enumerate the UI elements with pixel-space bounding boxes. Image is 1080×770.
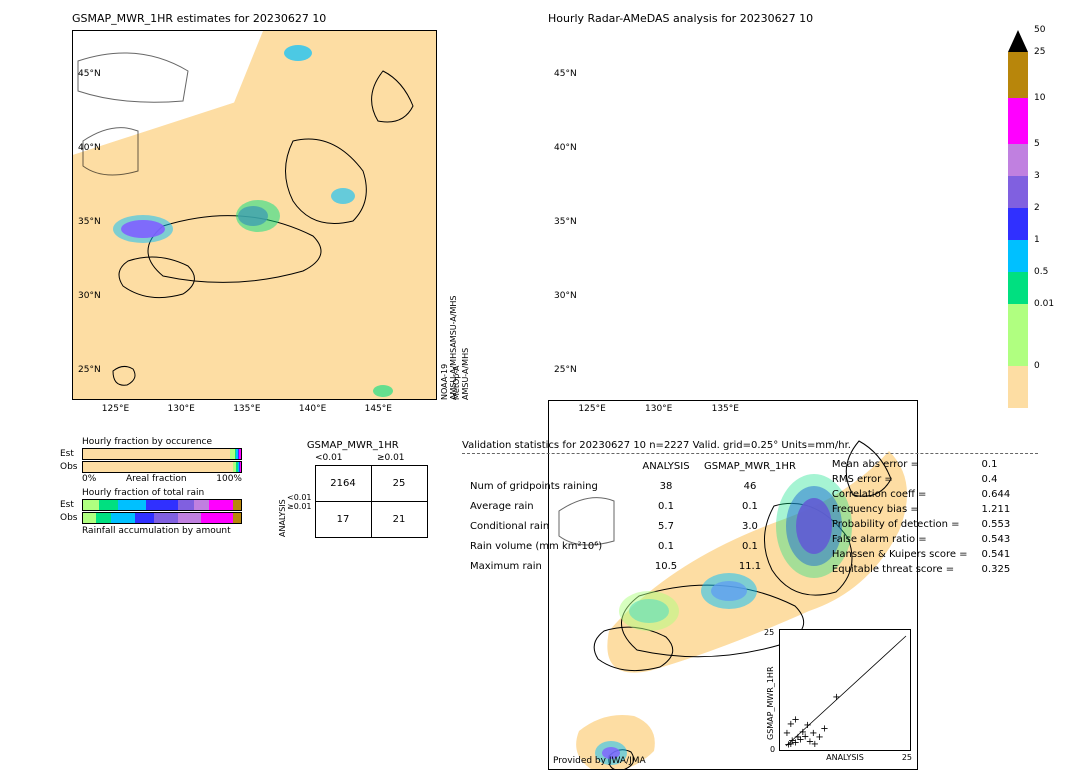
svg-text:+: + [820, 723, 828, 734]
skill-scores: Mean abs error =0.1RMS error =0.4Correla… [824, 456, 1018, 578]
sat-label-a: MetOp-A AMSU-A/MHS [452, 310, 470, 400]
cont-title: GSMAP_MWR_1HR [278, 440, 428, 451]
scatter-ylabel: GSMAP_MWR_1HR [766, 640, 775, 740]
stacked-bar [82, 461, 242, 473]
cont-col-a: <0.01 [301, 453, 357, 463]
validation-title: Validation statistics for 20230627 10 n=… [462, 440, 1062, 451]
stacked-bar [82, 512, 242, 524]
scatter-xlabel: ANALYSIS [780, 753, 910, 762]
left-map-title: GSMAP_MWR_1HR estimates for 20230627 10 [72, 12, 326, 25]
stacked-bar [82, 448, 242, 460]
tot-title: Hourly fraction of total rain [82, 488, 242, 498]
acc-title: Rainfall accumulation by amount [82, 526, 242, 536]
scatter-plot: ++++++++++++++++++ ANALYSIS GSMAP_MWR_1H… [779, 629, 911, 751]
left-map [72, 30, 437, 400]
svg-text:+: + [832, 692, 840, 703]
validation-table: ANALYSISGSMAP_MWR_1HR Num of gridpoints … [462, 456, 804, 578]
svg-text:+: + [783, 728, 791, 739]
svg-text:+: + [803, 720, 811, 731]
occ-title: Hourly fraction by occurence [82, 437, 242, 447]
svg-text:+: + [791, 715, 799, 726]
provider-label: Provided by JWA/JMA [553, 756, 646, 766]
right-map-title: Hourly Radar-AMeDAS analysis for 2023062… [548, 12, 813, 25]
stacked-bar [82, 499, 242, 511]
contingency-table: 216425 1721 [315, 465, 428, 538]
colorbar: 50251053210.50.010 [1008, 30, 1028, 408]
cont-ylabel: ANALYSIS [278, 467, 287, 537]
cont-col-b: ≥0.01 [363, 453, 419, 463]
